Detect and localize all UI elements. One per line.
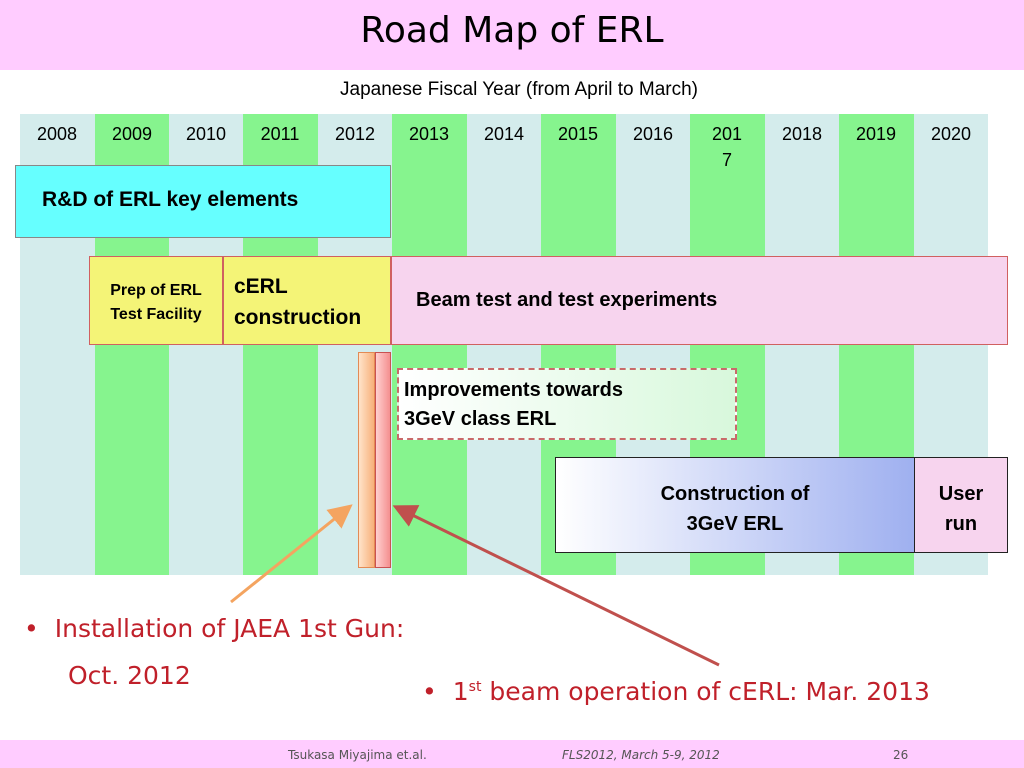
- year-label-2014: 2014: [483, 124, 525, 144]
- first-beam-milestone-bar: [375, 352, 391, 568]
- footer-page-number: 26: [893, 748, 909, 762]
- gun-installation-text: Installation of JAEA 1st Gun:: [54, 614, 405, 643]
- footer-conference: FLS2012, March 5-9, 2012: [562, 748, 720, 762]
- year-label-2012: 2012: [334, 124, 376, 144]
- improvements-3gev-box: Improvements towards 3GeV class ERL: [397, 368, 737, 440]
- beam-arrow: [392, 505, 720, 667]
- year-label-2015: 2015: [557, 124, 599, 144]
- first-beam-bullet: • 1st beam operation of cERL: Mar. 2013: [422, 677, 930, 706]
- year-label-2017: 201 7: [711, 124, 743, 170]
- bullet-symbol: •: [24, 614, 39, 643]
- year-label-2010: 2010: [185, 124, 227, 144]
- year-label-2008: 2008: [36, 124, 78, 144]
- construction-3gev-box: Construction of 3GeV ERL: [555, 457, 915, 553]
- footer-author: Tsukasa Miyajima et.al.: [288, 748, 427, 762]
- year-label-2009: 2009: [111, 124, 153, 144]
- gun-arrow: [230, 504, 353, 604]
- footer-bar: [0, 740, 1024, 768]
- year-label-2011: 2011: [260, 124, 300, 144]
- year-label-2019: 2019: [855, 124, 897, 144]
- slide-title: Road Map of ERL: [360, 10, 664, 51]
- year-label-2016: 2016: [632, 124, 674, 144]
- beam-test-box: Beam test and test experiments: [391, 256, 1008, 345]
- user-run-box: User run: [914, 457, 1008, 553]
- year-label-2018: 2018: [781, 124, 823, 144]
- rd-erl-key-elements-box: R&D of ERL key elements: [15, 165, 391, 238]
- first-beam-text: beam operation of cERL: Mar. 2013: [481, 677, 930, 706]
- first-beam-number: 1: [452, 677, 469, 706]
- gun-installation-milestone-bar: [358, 352, 375, 568]
- first-beam-superscript: st: [468, 679, 482, 695]
- gun-installation-date: Oct. 2012: [68, 661, 191, 690]
- gun-installation-bullet: • Installation of JAEA 1st Gun:: [24, 614, 404, 643]
- fiscal-year-subtitle: Japanese Fiscal Year (from April to Marc…: [340, 79, 698, 100]
- prep-test-facility-box: Prep of ERL Test Facility: [89, 256, 223, 345]
- year-label-2020: 2020: [930, 124, 972, 144]
- bullet-symbol: •: [422, 677, 437, 706]
- year-label-2013: 2013: [408, 124, 450, 144]
- cerl-construction-box: cERL construction: [223, 256, 391, 345]
- title-bar: [0, 0, 1024, 70]
